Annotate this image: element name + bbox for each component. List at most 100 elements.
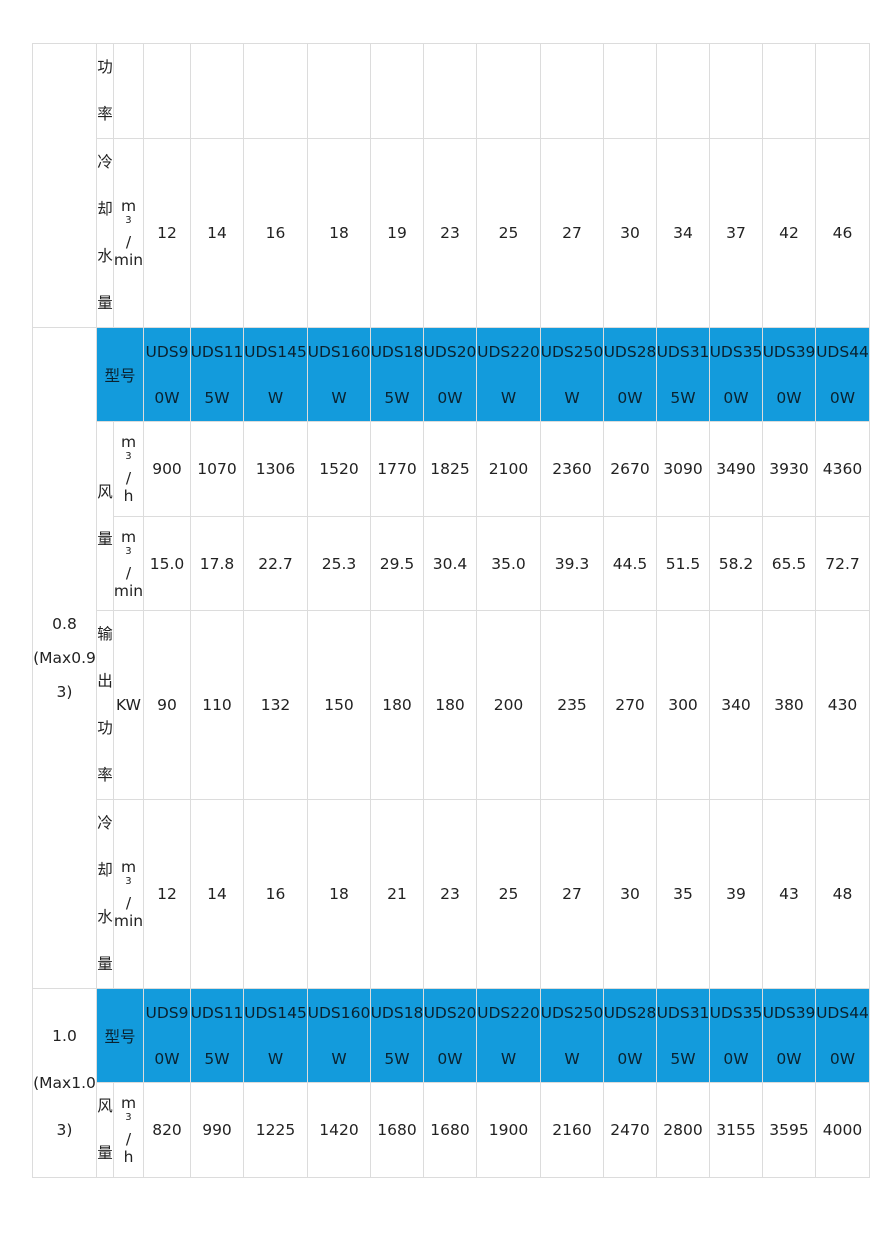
value-cell: 29.5 bbox=[370, 516, 424, 611]
model-name-cell: UDS31 5W bbox=[656, 988, 710, 1083]
value-cell: 2470 bbox=[603, 1082, 657, 1178]
value-cell: 16 bbox=[243, 799, 308, 989]
output-power-unit: KW bbox=[113, 610, 144, 800]
model-name-cell: UDS39 0W bbox=[762, 327, 816, 422]
row-cooling-water-top: 冷 却 水 量 m 3/ min 12 14 16 18 19 23 25 27 … bbox=[33, 138, 870, 328]
model-name-cell: UDS20 0W bbox=[423, 327, 477, 422]
value-cell: 22.7 bbox=[243, 516, 308, 611]
value-cell: 48 bbox=[815, 799, 870, 989]
airflow-unit-min: m 3/ min bbox=[113, 516, 144, 611]
value-cell: 820 bbox=[143, 1082, 191, 1178]
value-cell: 2160 bbox=[540, 1082, 604, 1178]
value-cell: 15.0 bbox=[143, 516, 191, 611]
value-cell: 35 bbox=[656, 799, 710, 989]
value-cell: 300 bbox=[656, 610, 710, 800]
model-name-cell: UDS11 5W bbox=[190, 327, 244, 422]
model-name-cell: UDS160 W bbox=[307, 988, 371, 1083]
pressure-cell-08: 0.8 (Max0.9 3) bbox=[32, 327, 97, 989]
value-cell: 1770 bbox=[370, 421, 424, 517]
value-cell: 2800 bbox=[656, 1082, 710, 1178]
value-cell: 180 bbox=[423, 610, 477, 800]
model-name-cell: UDS9 0W bbox=[143, 327, 191, 422]
model-name-cell: UDS160 W bbox=[307, 327, 371, 422]
row-model-header-10: 1.0 (Max1.0 3) 型号 UDS9 0W UDS11 5W UDS145 W… bbox=[32, 988, 870, 1178]
model-name-cell: UDS220 W bbox=[476, 988, 541, 1083]
cooling-water-label: 冷 却 水 量 bbox=[96, 799, 114, 989]
value-cell: 51.5 bbox=[656, 516, 710, 611]
value-cell: 900 bbox=[143, 421, 191, 517]
airflow-label: 风 量 bbox=[96, 1082, 114, 1178]
value-cell: 1680 bbox=[370, 1082, 424, 1178]
model-name-cell: UDS18 5W bbox=[370, 988, 424, 1083]
value-cell: 19 bbox=[370, 138, 424, 328]
value-cell: 34 bbox=[656, 138, 710, 328]
model-name-cell: UDS145 W bbox=[243, 327, 308, 422]
model-name-cell: UDS20 0W bbox=[423, 988, 477, 1083]
value-cell: 3490 bbox=[709, 421, 763, 517]
model-label: 型号 bbox=[96, 327, 144, 422]
value-cell: 1900 bbox=[476, 1082, 541, 1178]
value-cell: 1070 bbox=[190, 421, 244, 517]
pressure-cell-10: 1.0 (Max1.0 3) bbox=[32, 988, 97, 1178]
value-cell: 3595 bbox=[762, 1082, 816, 1178]
value-cell: 25 bbox=[476, 799, 541, 989]
pressure-cell-top bbox=[32, 43, 97, 328]
value-cell: 25 bbox=[476, 138, 541, 328]
value-cell: 3930 bbox=[762, 421, 816, 517]
row-output-power-08: 输 出 功 率 KW 90 110 132 150 180 180 200 23… bbox=[33, 610, 870, 800]
value-cell: 14 bbox=[190, 138, 244, 328]
value-cell: 2100 bbox=[476, 421, 541, 517]
value-cell: 1825 bbox=[423, 421, 477, 517]
value-cell: 16 bbox=[243, 138, 308, 328]
model-name-cell: UDS250 W bbox=[540, 988, 604, 1083]
value-cell: 39 bbox=[709, 799, 763, 989]
value-cell: 72.7 bbox=[815, 516, 870, 611]
value-cell: 42 bbox=[762, 138, 816, 328]
value-cell: 30 bbox=[603, 799, 657, 989]
model-name-cell: UDS220 W bbox=[476, 327, 541, 422]
model-name-cell: UDS39 0W bbox=[762, 988, 816, 1083]
cooling-water-label: 冷 却 水 量 bbox=[96, 138, 114, 328]
power-label: 功 率 bbox=[96, 43, 114, 139]
value-cell: 4360 bbox=[815, 421, 870, 517]
value-cell: 90 bbox=[143, 610, 191, 800]
value-cell: 4000 bbox=[815, 1082, 870, 1178]
value-cell: 12 bbox=[143, 799, 191, 989]
value-cell: 37 bbox=[709, 138, 763, 328]
row-power-continued: 功 率 bbox=[32, 43, 870, 328]
value-cell: 12 bbox=[143, 138, 191, 328]
row-model-header-08: 0.8 (Max0.9 3) 型号 UDS9 0W UDS11 5W UDS145 W… bbox=[32, 327, 870, 989]
value-cell: 39.3 bbox=[540, 516, 604, 611]
model-name-cell: UDS18 5W bbox=[370, 327, 424, 422]
value-cell: 18 bbox=[307, 138, 371, 328]
model-name-cell: UDS44 0W bbox=[815, 988, 870, 1083]
output-power-label: 输 出 功 率 bbox=[96, 610, 114, 800]
value-cell: 25.3 bbox=[307, 516, 371, 611]
value-cell: 23 bbox=[423, 138, 477, 328]
airflow-label: 风 量 bbox=[96, 421, 114, 611]
value-cell: 150 bbox=[307, 610, 371, 800]
value-cell: 270 bbox=[603, 610, 657, 800]
value-cell: 35.0 bbox=[476, 516, 541, 611]
value-cell: 30.4 bbox=[423, 516, 477, 611]
value-cell: 3090 bbox=[656, 421, 710, 517]
value-cell: 430 bbox=[815, 610, 870, 800]
model-name-cell: UDS28 0W bbox=[603, 327, 657, 422]
value-cell: 1680 bbox=[423, 1082, 477, 1178]
value-cell: 340 bbox=[709, 610, 763, 800]
value-cell: 43 bbox=[762, 799, 816, 989]
value-cell: 235 bbox=[540, 610, 604, 800]
model-name-cell: UDS28 0W bbox=[603, 988, 657, 1083]
value-cell: 27 bbox=[540, 138, 604, 328]
model-name-cell: UDS35 0W bbox=[709, 327, 763, 422]
model-name-cell: UDS9 0W bbox=[143, 988, 191, 1083]
value-cell: 1306 bbox=[243, 421, 308, 517]
row-airflow-h-10: 风 量 m 3/ h 820 990 1225 1420 1680 1680 19… bbox=[33, 1082, 870, 1178]
value-cell: 1520 bbox=[307, 421, 371, 517]
model-name-cell: UDS31 5W bbox=[656, 327, 710, 422]
row-airflow-min-08: m 3/ min 15.0 17.8 22.7 25.3 29.5 30.4 35… bbox=[33, 516, 870, 611]
spec-table: 功 率 冷 却 水 量 m 3/ min bbox=[32, 43, 870, 1178]
value-cell: 30 bbox=[603, 138, 657, 328]
airflow-unit-h: m 3/ h bbox=[113, 421, 144, 517]
value-cell: 18 bbox=[307, 799, 371, 989]
